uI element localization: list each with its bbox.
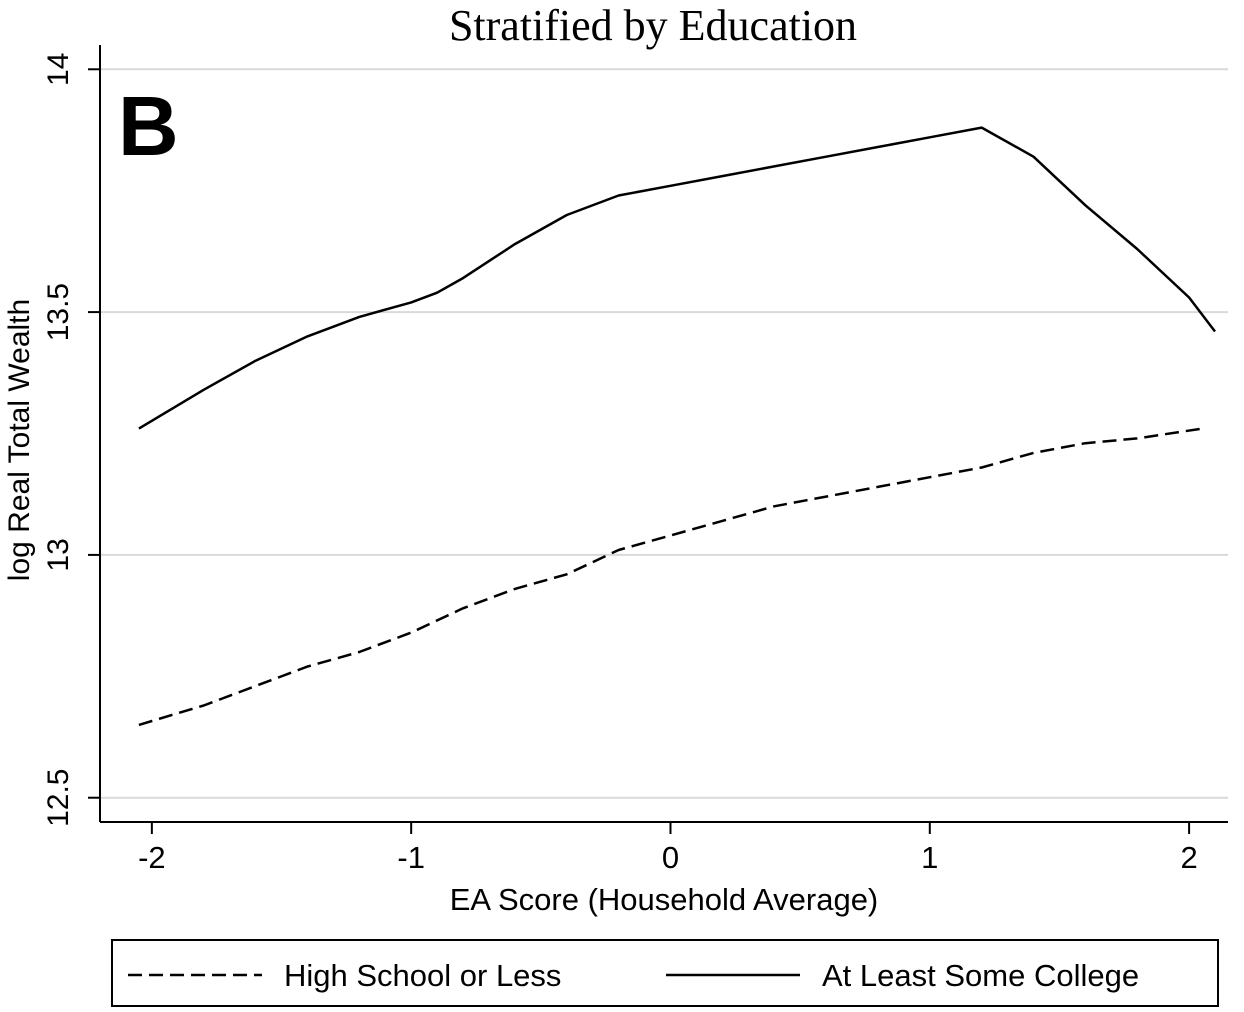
legend: High School or Less At Least Some Colleg…: [111, 939, 1219, 1007]
legend-label-college: At Least Some College: [822, 958, 1139, 993]
y-tick-label-0: 12.5: [42, 769, 75, 827]
y-tick-label-1: 13: [42, 538, 75, 571]
series-line-at-least-some-college: [138, 126, 1216, 430]
x-tick-label-1: -1: [397, 840, 425, 875]
x-axis-ticks: -2 -1 0 1 2: [138, 822, 1198, 875]
y-axis-ticks: 12.5 13 13.5 14: [42, 53, 100, 827]
legend-box: [111, 939, 1219, 1007]
grid-lines: [100, 68, 1228, 799]
chart-title: Stratified by Education: [449, 1, 857, 50]
x-tick-label-0: -2: [138, 840, 166, 875]
x-tick-label-2: 0: [662, 840, 679, 875]
panel-label: B: [118, 79, 179, 173]
y-tick-label-3: 14: [42, 53, 75, 86]
legend-label-high-school: High School or Less: [284, 958, 561, 993]
x-axis-label: EA Score (Household Average): [450, 882, 879, 917]
y-tick-label-2: 13.5: [42, 283, 75, 341]
series-lines: [138, 126, 1216, 727]
x-tick-label-4: 2: [1180, 840, 1197, 875]
y-axis-label: log Real Total Wealth: [3, 299, 36, 581]
series-line-high-school-or-less: [138, 427, 1203, 727]
x-tick-label-3: 1: [921, 840, 938, 875]
